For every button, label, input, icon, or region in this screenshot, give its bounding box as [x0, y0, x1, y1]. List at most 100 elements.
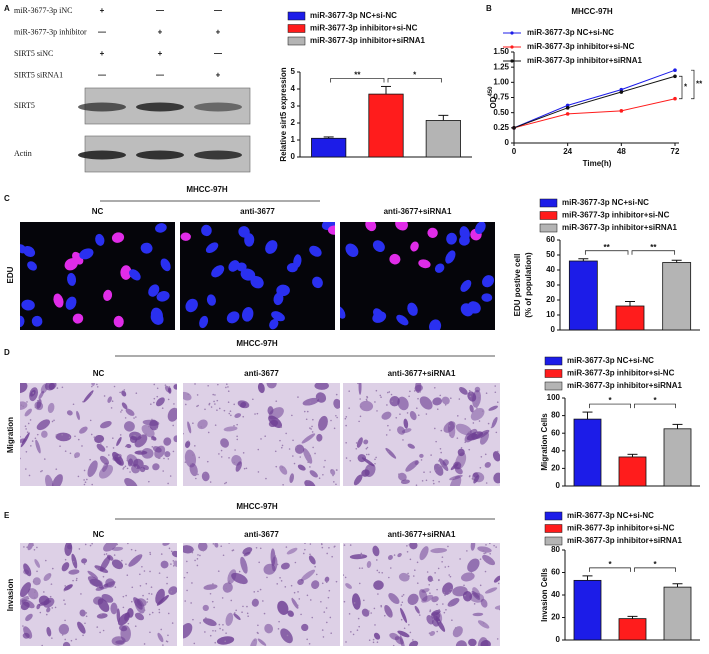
pore: [445, 609, 447, 611]
pore: [380, 396, 382, 398]
pore: [469, 395, 472, 398]
pore: [366, 399, 368, 402]
pore: [22, 625, 24, 627]
pore: [25, 468, 27, 470]
cell-stain: [167, 407, 177, 422]
cell-stain: [87, 570, 98, 579]
nucleus: [205, 242, 219, 254]
pore: [380, 605, 383, 608]
pore: [428, 583, 431, 586]
pore: [330, 632, 332, 635]
pore: [225, 386, 227, 389]
pore: [274, 555, 277, 557]
pore: [343, 574, 344, 576]
micrograph-content: [343, 383, 500, 486]
error-bar: [627, 615, 638, 619]
pore: [366, 453, 368, 456]
pore: [123, 389, 126, 391]
cell-stain: [494, 605, 500, 610]
pore: [262, 600, 264, 602]
pore: [266, 576, 268, 579]
pore: [30, 445, 32, 447]
nucleus: [64, 258, 78, 271]
panel-label: C: [4, 194, 10, 203]
pore: [468, 389, 471, 392]
pore: [107, 543, 110, 545]
panel-label: D: [4, 348, 10, 357]
cell-stain: [25, 613, 33, 622]
pore: [233, 461, 236, 464]
pore: [93, 599, 96, 601]
nucleus: [309, 245, 322, 257]
cell-stain: [268, 419, 279, 428]
pore: [168, 547, 171, 550]
pore: [192, 618, 194, 621]
pore: [275, 465, 278, 468]
pore: [320, 543, 323, 544]
legend-swatch: [287, 11, 306, 21]
pore: [288, 448, 291, 450]
pore: [278, 620, 280, 623]
pore: [236, 423, 238, 426]
pore: [77, 438, 80, 441]
pore: [481, 637, 484, 639]
cell-stain: [202, 618, 217, 627]
pore: [485, 482, 488, 484]
image-background: [20, 543, 177, 646]
nucleus: [389, 253, 401, 265]
pore: [158, 611, 161, 614]
pore: [360, 405, 362, 408]
cell-stain: [48, 383, 55, 390]
nucleus: [113, 315, 124, 328]
pore: [436, 408, 439, 411]
cell-stain: [62, 641, 71, 646]
pore: [222, 629, 224, 631]
pore: [462, 587, 465, 589]
pore: [202, 549, 205, 552]
pore: [246, 605, 248, 608]
pore: [325, 581, 328, 584]
pore: [386, 391, 389, 394]
pore: [61, 634, 64, 636]
pore: [54, 606, 57, 609]
pore: [133, 417, 135, 419]
pore: [228, 543, 230, 544]
pore: [327, 596, 330, 599]
nucleus: [481, 293, 493, 302]
pore: [335, 393, 338, 396]
pore: [448, 574, 451, 576]
pore: [91, 543, 93, 545]
pore: [167, 455, 169, 457]
pore: [93, 436, 96, 438]
pore: [113, 554, 116, 556]
y-tick-label: 60: [551, 568, 560, 577]
column-label: anti-3677: [240, 207, 275, 216]
pore: [235, 609, 237, 612]
pore: [345, 424, 347, 427]
pore: [442, 603, 444, 605]
pore: [484, 570, 487, 573]
legend-label: miR-3677-3p NC+si-NC: [310, 11, 397, 20]
pore: [476, 407, 478, 409]
cell-stain: [96, 443, 106, 452]
cell-stain: [87, 460, 98, 478]
cell-stain: [300, 569, 316, 581]
cell-stain: [20, 582, 31, 598]
cell-stain: [314, 383, 329, 390]
pore: [134, 625, 137, 627]
cell-stain: [289, 473, 295, 484]
point: [673, 68, 677, 72]
y-axis-label: (% of population): [524, 252, 533, 318]
cell-stain: [318, 415, 328, 431]
pore: [122, 606, 125, 609]
pore: [127, 543, 129, 545]
pore: [100, 613, 102, 616]
pore: [207, 384, 209, 387]
pore: [197, 554, 199, 556]
pore: [416, 561, 419, 564]
pore: [406, 550, 409, 553]
pore: [149, 551, 151, 554]
cell-stain: [407, 443, 415, 449]
legend-label: miR-3677-3p NC+si-NC: [562, 198, 649, 207]
pore: [309, 427, 311, 429]
